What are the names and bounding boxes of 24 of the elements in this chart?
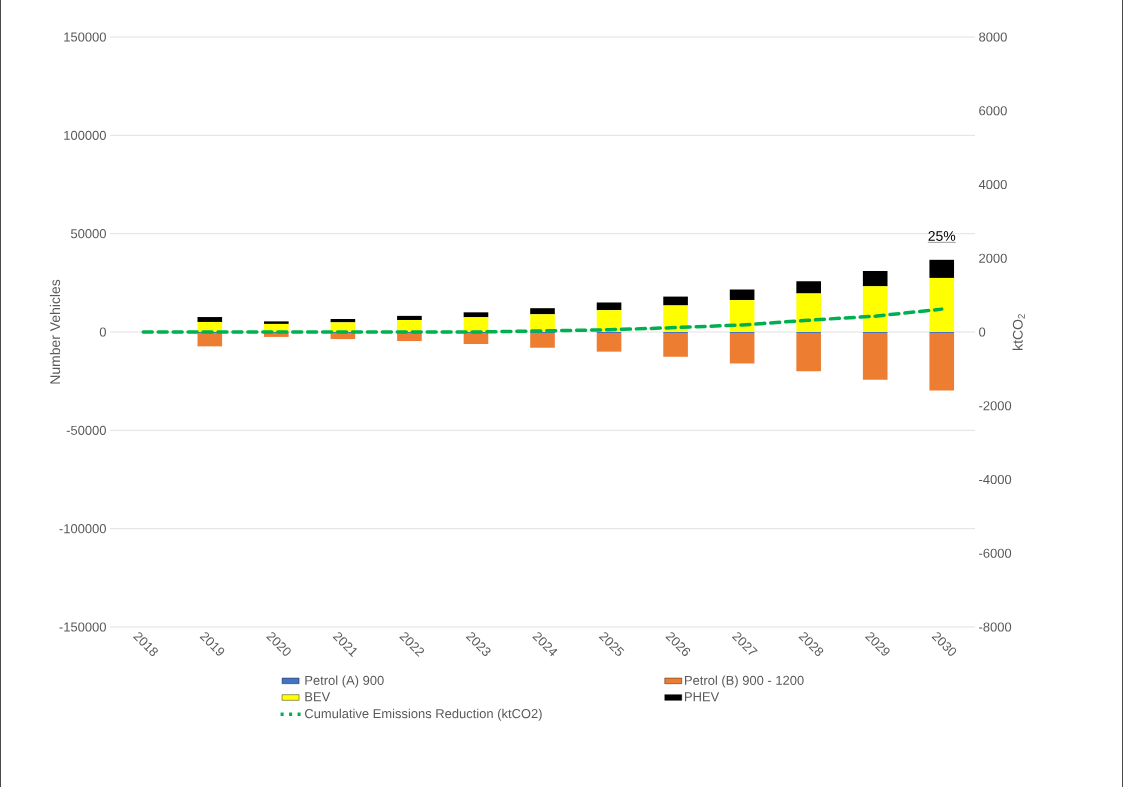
y2-tick-label: -8000 [979, 622, 1012, 632]
y-tick-label: 0 [99, 327, 106, 337]
y-tick-label: -50000 [66, 425, 106, 435]
y2-axis-title: ktCO$_{2}$ [1012, 314, 1025, 350]
legend-label: Petrol (A) 900 [305, 675, 384, 688]
y2-tick-label: -2000 [979, 401, 1012, 411]
y-tick-label: 50000 [70, 229, 106, 239]
y2-tick-label: -6000 [979, 548, 1012, 558]
legend-label: BEV [305, 692, 331, 702]
y-tick-label: 100000 [64, 130, 106, 140]
y-tick-label: -100000 [59, 524, 106, 534]
y2-tick-label: 8000 [979, 32, 1007, 42]
legend-label: Cumulative Emissions Reduction (ktCO2) [304, 708, 542, 721]
y2-tick-label: 6000 [979, 106, 1007, 116]
y2-tick-label: 0 [979, 327, 986, 337]
y2-tick-label: 4000 [978, 179, 1007, 190]
y-tick-label: -150000 [59, 622, 106, 632]
y2-tick-label: 2000 [979, 253, 1007, 263]
y2-tick-label: -4000 [979, 474, 1012, 485]
annotation: 25% [928, 231, 956, 241]
y-tick-label: 150000 [64, 32, 106, 42]
legend-label: Petrol (B) 900 - 1200 [685, 675, 804, 688]
y-axis-title: Number Vehicles [49, 279, 61, 384]
legend-label: PHEV [685, 692, 720, 702]
